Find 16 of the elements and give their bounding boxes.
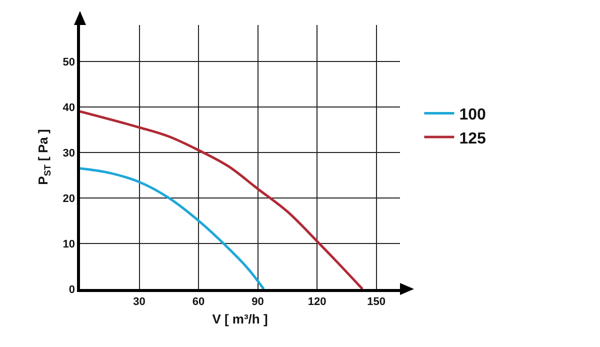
x-tick-label: 120 <box>308 296 326 308</box>
legend-label: 125 <box>459 130 486 148</box>
y-tick-label: 50 <box>62 56 76 68</box>
legend-label: 100 <box>459 106 486 124</box>
line-series <box>80 110 364 289</box>
y-tick-label: 30 <box>62 147 76 160</box>
x-axis-title: V [ m³/h ] <box>212 312 268 327</box>
y-tick-label: 40 <box>62 102 76 114</box>
y-tick-label: 20 <box>62 192 76 205</box>
y-tick-label: 0 <box>68 284 76 296</box>
x-tick-label: 150 <box>367 296 386 308</box>
x-tick-label: 30 <box>133 296 146 308</box>
x-tick-label: 60 <box>192 296 205 308</box>
x-tick-label: 90 <box>252 296 264 308</box>
y-tick-label: 10 <box>62 238 76 250</box>
line-series <box>80 167 265 289</box>
